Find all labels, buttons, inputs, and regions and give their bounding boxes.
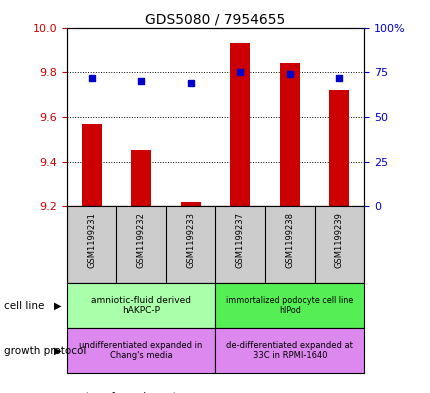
Text: GSM1199232: GSM1199232	[136, 213, 145, 268]
Text: amniotic-fluid derived
hAKPC-P: amniotic-fluid derived hAKPC-P	[91, 296, 191, 315]
Text: immortalized podocyte cell line
hIPod: immortalized podocyte cell line hIPod	[226, 296, 353, 315]
Bar	[67, 283, 215, 328]
Point	[88, 74, 95, 81]
Bar	[215, 283, 363, 328]
Text: GSM1199231: GSM1199231	[87, 213, 96, 268]
Text: GSM1199237: GSM1199237	[235, 213, 244, 268]
Point	[187, 80, 194, 86]
Text: GSM1199239: GSM1199239	[334, 213, 343, 268]
Text: GSM1199238: GSM1199238	[285, 213, 294, 268]
Bar	[215, 328, 363, 373]
Bar	[81, 124, 101, 206]
Point	[335, 74, 342, 81]
Bar	[279, 63, 299, 206]
Text: ▶: ▶	[54, 301, 62, 310]
Point	[138, 78, 144, 84]
Bar	[181, 202, 200, 206]
Text: growth protocol: growth protocol	[4, 346, 86, 356]
Text: cell line: cell line	[4, 301, 45, 310]
Bar	[67, 328, 215, 373]
Bar	[230, 43, 249, 206]
Title: GDS5080 / 7954655: GDS5080 / 7954655	[145, 12, 285, 26]
Text: ▶: ▶	[54, 346, 62, 356]
Text: GSM1199233: GSM1199233	[186, 213, 195, 268]
Text: undifferentiated expanded in
Chang's media: undifferentiated expanded in Chang's med…	[79, 341, 203, 360]
Bar	[329, 90, 348, 206]
Text: de-differentiated expanded at
33C in RPMI-1640: de-differentiated expanded at 33C in RPM…	[226, 341, 353, 360]
Bar	[131, 151, 150, 206]
Point	[286, 71, 292, 77]
Text: transformed count: transformed count	[86, 392, 177, 393]
Point	[236, 69, 243, 75]
